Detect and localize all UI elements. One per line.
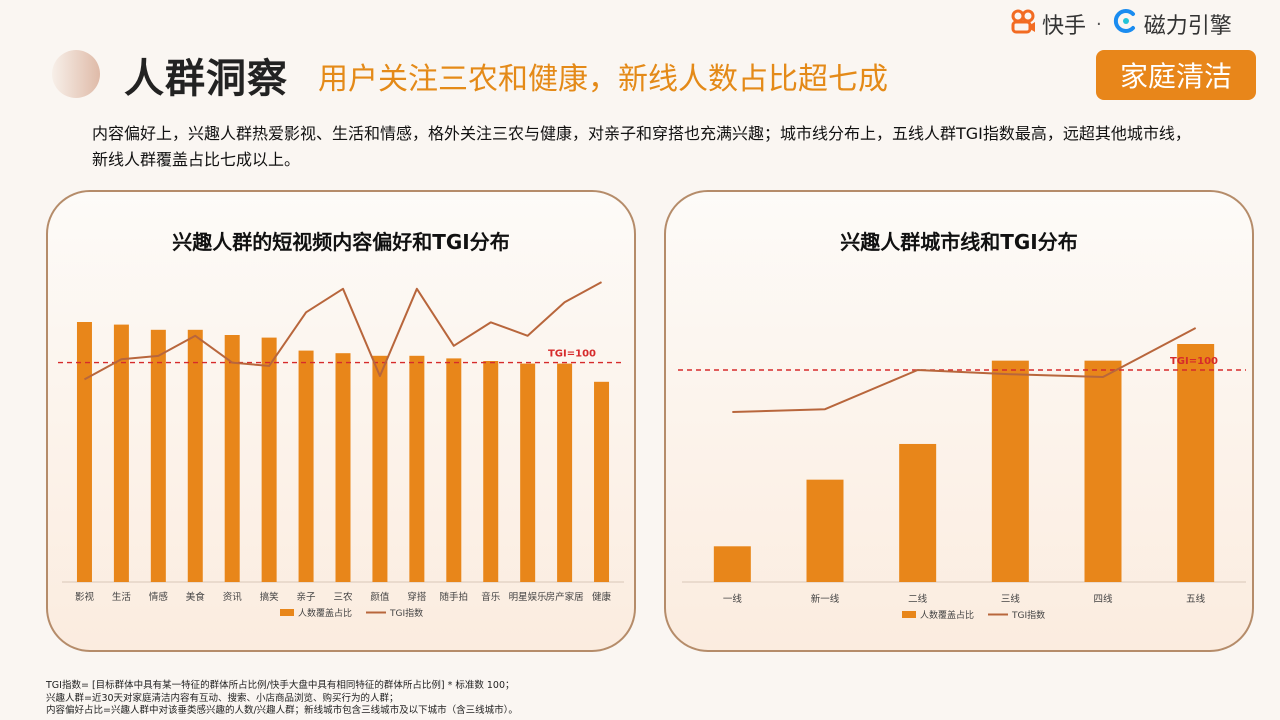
bar-5 xyxy=(224,335,240,582)
bar-4 xyxy=(991,360,1029,582)
tgi-line xyxy=(83,281,603,381)
tgi-line xyxy=(732,327,1197,413)
category-label-2: 新一线 xyxy=(811,593,840,605)
bar-7 xyxy=(298,350,314,582)
bar-1 xyxy=(76,322,92,582)
chart-title-city: 兴趣人群城市线和TGI分布 xyxy=(840,230,1078,254)
category-label-15: 健康 xyxy=(592,591,612,603)
category-label-11: 随手拍 xyxy=(440,591,469,603)
title-decoration xyxy=(52,50,100,98)
category-tag: 家庭清洁 xyxy=(1096,50,1256,100)
summary-text: 内容偏好上，兴趣人群热爱影视、生活和情感，格外关注三农与健康，对亲子和穿搭也充满… xyxy=(92,124,1191,169)
header: 人群洞察 用户关注三农和健康，新线人数占比超七成 快手 · 磁力引擎 家庭清洁 xyxy=(0,0,1280,110)
bar-6 xyxy=(1177,344,1215,582)
kuaishou-logo-icon xyxy=(1010,8,1036,40)
category-label-1: 一线 xyxy=(723,593,743,605)
bar-12 xyxy=(483,361,499,582)
bar-11 xyxy=(446,358,462,582)
category-label-5: 资讯 xyxy=(223,592,243,603)
brand-cili-text: 磁力引擎 xyxy=(1143,14,1232,39)
footnotes: TGI指数= [目标群体中具有某一特征的群体所占比例/快手大盘中具有相同特征的群… xyxy=(46,680,518,718)
bar-13 xyxy=(520,363,536,582)
bar-8 xyxy=(335,353,351,582)
legend-bar-label: 人数覆盖占比 xyxy=(920,609,974,621)
bar-2 xyxy=(113,324,129,582)
footnote-tgi: TGI指数= [目标群体中具有某一特征的群体所占比例/快手大盘中具有相同特征的群… xyxy=(46,680,515,691)
page-title: 人群洞察 xyxy=(124,56,288,102)
bar-4 xyxy=(187,329,203,582)
bar-6 xyxy=(261,337,277,582)
cili-logo-icon xyxy=(1112,8,1138,40)
category-label-3: 二线 xyxy=(908,593,928,605)
content-preference-panel: TGI=100 影视 生活 情感 美食 资讯 搞笑 亲子 三农 颜值 穿搭 随手拍 音乐 明星娱乐 房产家居… xyxy=(46,190,636,652)
category-label-8: 三农 xyxy=(333,591,353,603)
brand-separator: · xyxy=(1096,13,1102,35)
category-label-4: 美食 xyxy=(186,591,206,603)
category-label-9: 颜值 xyxy=(370,591,390,603)
bar-15 xyxy=(594,381,610,582)
bar-10 xyxy=(409,355,425,582)
category-label-6: 搞笑 xyxy=(260,591,280,603)
category-label-6: 五线 xyxy=(1186,593,1206,605)
category-label-14: 房产家居 xyxy=(546,591,584,603)
category-label-12: 音乐 xyxy=(481,591,501,603)
page-subtitle: 用户关注三农和健康，新线人数占比超七成 xyxy=(318,62,888,97)
bar-1 xyxy=(713,546,751,582)
footnote-interest-group: 兴趣人群=近30天对家庭清洁内容有互动、搜索、小店商品浏览、购买行为的人群； xyxy=(46,692,399,704)
category-label-7: 亲子 xyxy=(297,591,317,603)
legend-line-label: TGI指数 xyxy=(389,607,423,619)
category-label-13: 明星娱乐 xyxy=(509,591,548,603)
legend-bar-swatch xyxy=(280,609,294,616)
bar-3 xyxy=(899,443,937,582)
tgi-reference-label: TGI=100 xyxy=(548,349,596,360)
category-label-10: 穿搭 xyxy=(407,591,427,603)
category-label-4: 三线 xyxy=(1001,593,1021,605)
tgi-reference-label: TGI=100 xyxy=(1170,356,1218,367)
category-label-5: 四线 xyxy=(1093,593,1113,605)
bar-14 xyxy=(557,363,573,582)
city-tier-panel: TGI=100 一线 新一线 二线 三线 四线 五线人数覆盖占比 TGI指数 兴趣人群城市线和… xyxy=(664,190,1254,652)
bar-2 xyxy=(806,479,844,582)
bar-5 xyxy=(1084,360,1122,582)
brand-kuaishou-text: 快手 xyxy=(1042,14,1087,39)
legend-line-label: TGI指数 xyxy=(1011,609,1045,621)
legend-bar-label: 人数覆盖占比 xyxy=(298,607,352,619)
content-preference-chart: TGI=100 影视 生活 情感 美食 资讯 搞笑 亲子 三农 颜值 穿搭 随手拍 音乐 明星娱乐房产家居… xyxy=(58,281,624,619)
category-label-3: 情感 xyxy=(149,591,169,603)
chart-title-content: 兴趣人群的短视频内容偏好和TGI分布 xyxy=(172,230,510,254)
category-label-2: 生活 xyxy=(112,591,132,603)
footnote-preference: 内容偏好占比=兴趣人群中对该垂类感兴趣的人数/兴趣人群；新线城市包含三线城市及以… xyxy=(46,705,518,716)
bar-3 xyxy=(150,329,166,582)
brand-logos: 快手 · 磁力引擎 xyxy=(1010,8,1232,40)
bar-9 xyxy=(372,355,388,582)
legend-bar-swatch xyxy=(902,611,916,618)
category-label-1: 影视 xyxy=(75,591,95,603)
